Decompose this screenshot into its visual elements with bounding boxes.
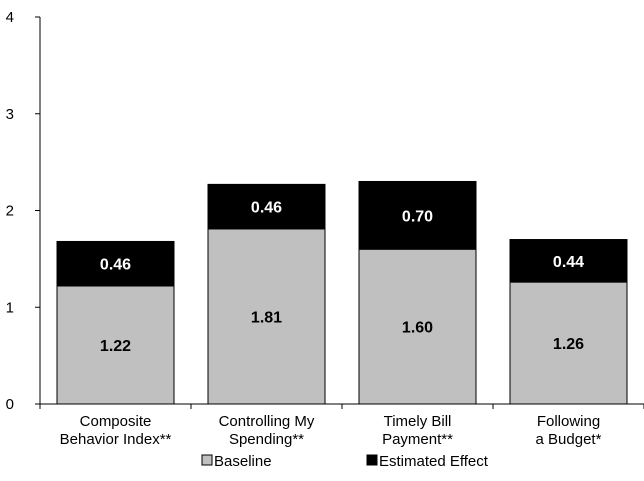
category-label: Behavior Index**: [60, 431, 172, 448]
y-tick-label: 0: [6, 396, 14, 413]
category-label: Controlling My: [219, 413, 315, 430]
legend-swatch: [201, 454, 213, 466]
y-tick-label: 2: [6, 203, 14, 220]
bar-estimated-effect: [358, 180, 477, 250]
bar-baseline: [207, 228, 326, 405]
legend-swatch: [366, 454, 378, 466]
data-label: 0.46: [251, 200, 282, 217]
bar-estimated-effect: [56, 240, 175, 287]
y-tick-label: 1: [6, 299, 14, 316]
data-label: 1.81: [251, 309, 282, 326]
data-label: 1.22: [100, 338, 131, 355]
bar-baseline: [509, 281, 628, 405]
bar-baseline: [358, 248, 477, 405]
category-label: Timely Bill: [384, 413, 452, 430]
data-label: 1.60: [402, 320, 433, 337]
category-label: Payment**: [382, 431, 453, 448]
data-label: 1.26: [553, 336, 584, 353]
y-tick-label: 3: [6, 106, 14, 123]
legend-label: Estimated Effect: [379, 453, 489, 470]
legend-label: Baseline: [214, 453, 272, 470]
bar-estimated-effect: [509, 239, 628, 283]
data-label: 0.46: [100, 257, 131, 274]
category-label: a Budget*: [536, 431, 602, 448]
bar-baseline: [56, 285, 175, 405]
bar-estimated-effect: [207, 183, 326, 230]
category-label: Spending**: [229, 431, 304, 448]
data-label: 0.70: [402, 208, 433, 225]
category-label: Following: [537, 413, 600, 430]
y-tick-label: 4: [6, 9, 14, 26]
bars: [56, 180, 628, 405]
data-label: 0.44: [553, 254, 584, 271]
legend: Baseline Estimated Effect: [201, 453, 489, 470]
category-label: Composite: [80, 413, 152, 430]
